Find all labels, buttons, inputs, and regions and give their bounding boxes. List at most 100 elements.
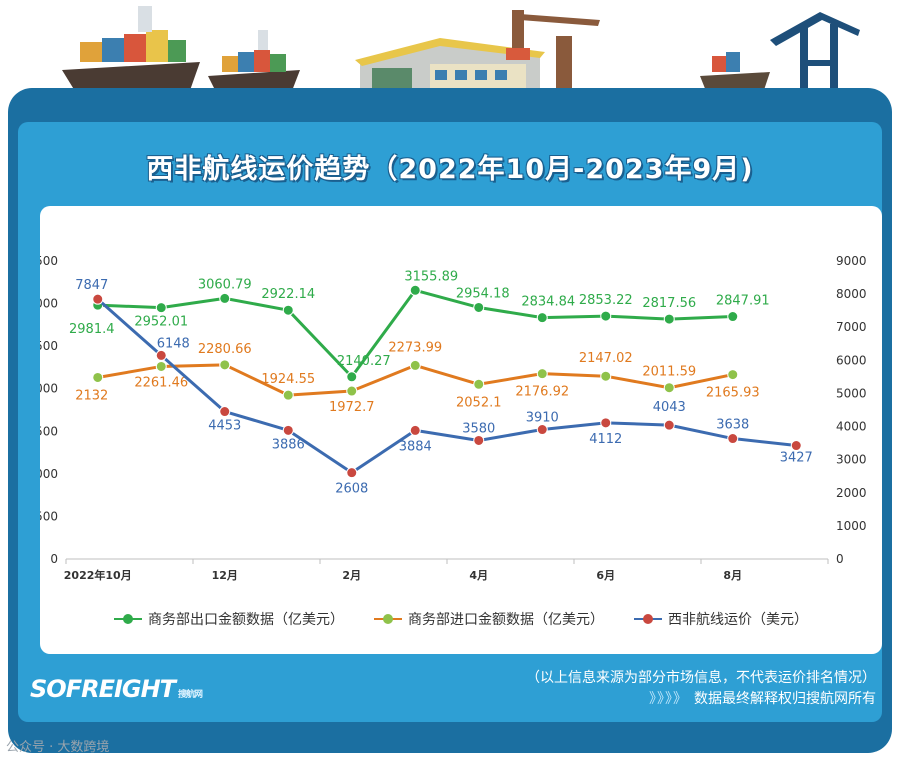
y-right-tick-label: 1000: [836, 519, 867, 533]
y-right-tick-label: 5000: [836, 386, 867, 400]
data-point-import: [155, 360, 167, 372]
data-point-import: [663, 382, 675, 394]
x-tick-label: 2022年10月: [64, 568, 132, 582]
data-label-import: 2176.92: [515, 385, 569, 400]
y-left-tick-label: 1000: [40, 467, 58, 481]
data-label-freight: 4043: [653, 400, 686, 415]
data-point-import: [473, 378, 485, 390]
crane-icon: [506, 10, 600, 98]
chart-legend: 商务部出口金额数据（亿美元） 商务部进口金额数据（亿美元） 西非航线运价（美元）: [40, 604, 882, 634]
cargo-ship-icon: [62, 6, 200, 96]
data-label-import: 2052.1: [456, 395, 502, 410]
data-label-freight: 7847: [75, 278, 108, 293]
data-point-import: [219, 359, 231, 371]
legend-item-freight: 西非航线运价（美元）: [634, 609, 808, 629]
data-label-export: 2817.56: [642, 296, 696, 311]
data-label-export: 2834.84: [521, 295, 575, 310]
data-point-export: [727, 311, 739, 323]
page-title: 西非航线运价趋势（2022年10月-2023年9月): [146, 154, 754, 185]
data-point-export: [346, 371, 358, 383]
data-label-export: 2847.91: [716, 294, 770, 309]
footer-note-line1: （以上信息来源为部分市场信息，不代表运价排名情况）: [526, 670, 876, 686]
data-point-import: [536, 368, 548, 380]
gantry-crane-icon: [770, 12, 860, 98]
data-point-freight: [536, 424, 548, 436]
y-right-tick-label: 9000: [836, 254, 867, 268]
data-point-export: [409, 284, 421, 296]
data-label-export: 2140.27: [337, 354, 391, 369]
data-label-export: 2853.22: [579, 293, 633, 308]
data-label-import: 2132: [75, 388, 108, 403]
data-point-freight: [282, 424, 294, 436]
data-label-import: 2165.93: [706, 386, 760, 401]
data-label-freight: 6148: [157, 336, 190, 351]
data-label-export: 2981.4: [69, 322, 115, 337]
data-label-import: 2273.99: [388, 340, 442, 355]
y-left-tick-label: 500: [40, 509, 58, 523]
arrows-icon: 》》》》: [649, 691, 688, 707]
legend-item-export: 商务部出口金额数据（亿美元）: [114, 609, 344, 629]
legend-label-freight: 西非航线运价（美元）: [668, 612, 808, 628]
data-point-import: [600, 370, 612, 382]
data-point-export: [536, 312, 548, 324]
chart-panel: 2022年10月 12月 2月 4月 6月 8月 0 500 1000 1500 2000 2500 3…: [40, 206, 882, 654]
data-point-export: [155, 302, 167, 314]
data-label-export: 2922.14: [261, 287, 315, 302]
data-point-export: [219, 292, 231, 304]
data-point-export: [600, 310, 612, 322]
data-label-freight: 3884: [399, 439, 432, 454]
y-left-tick-label: 0: [50, 552, 58, 566]
data-point-freight: [155, 349, 167, 361]
legend-label-import: 商务部进口金额数据（亿美元）: [408, 612, 604, 628]
data-label-import: 2261.46: [134, 375, 188, 390]
legend-label-export: 商务部出口金额数据（亿美元）: [148, 612, 344, 628]
footer-note: （以上信息来源为部分市场信息，不代表运价排名情况） 》》》》 数据最终解释权归搜航…: [526, 668, 876, 710]
y-right-tick-label: 4000: [836, 420, 867, 434]
data-label-freight: 4112: [589, 432, 622, 447]
y-left-tick-label: 3000: [40, 297, 58, 311]
data-point-import: [727, 369, 739, 381]
data-point-freight: [473, 434, 485, 446]
y-left-tick-label: 3500: [40, 254, 58, 268]
data-point-export: [473, 301, 485, 313]
data-point-freight: [92, 293, 104, 305]
data-label-freight: 4453: [208, 419, 241, 434]
data-label-import: 2011.59: [642, 365, 696, 380]
brand-logo: SOFREIGHT 搜航网: [30, 675, 203, 703]
series-line-freight: [96, 298, 797, 475]
data-label-export: 3155.89: [404, 269, 458, 284]
y-left-tick-label: 2000: [40, 382, 58, 396]
data-label-export: 3060.79: [198, 277, 252, 292]
data-point-export: [663, 313, 675, 325]
footer-note-line2: 数据最终解释权归搜航网所有: [694, 691, 876, 707]
data-point-freight: [790, 440, 802, 452]
port-illustration: [62, 6, 860, 98]
data-label-import: 2280.66: [198, 342, 252, 357]
data-label-freight: 3886: [272, 437, 305, 452]
chart-svg: 2022年10月 12月 2月 4月 6月 8月 0 500 1000 1500 2000 2500 3…: [40, 254, 867, 582]
y-right-tick-label: 3000: [836, 453, 867, 467]
footer-note-line2-wrap: 》》》》 数据最终解释权归搜航网所有: [526, 689, 876, 710]
legend-swatch-import: [374, 614, 402, 624]
data-label-import: 1972.7: [329, 400, 375, 415]
data-point-import: [346, 385, 358, 397]
data-point-freight: [219, 406, 231, 418]
legend-swatch-export: [114, 614, 142, 624]
data-point-import: [409, 359, 421, 371]
y-left-tick-label: 1500: [40, 424, 58, 438]
x-tick-label: 2月: [342, 569, 361, 582]
data-point-freight: [600, 417, 612, 429]
data-point-import: [282, 389, 294, 401]
data-point-freight: [346, 467, 358, 479]
data-label-freight: 3910: [526, 411, 559, 426]
x-tick-label: 8月: [723, 569, 742, 582]
brand-name: SOFREIGHT: [30, 675, 176, 703]
x-tick-label: 12月: [212, 569, 238, 582]
data-label-import: 2147.02: [579, 351, 633, 366]
data-point-import: [92, 371, 104, 383]
y-right-tick-label: 8000: [836, 287, 867, 301]
data-label-import: 1924.55: [261, 372, 315, 387]
y-right-tick-label: 0: [836, 552, 844, 566]
data-point-export: [282, 304, 294, 316]
data-label-freight: 2608: [335, 482, 368, 497]
